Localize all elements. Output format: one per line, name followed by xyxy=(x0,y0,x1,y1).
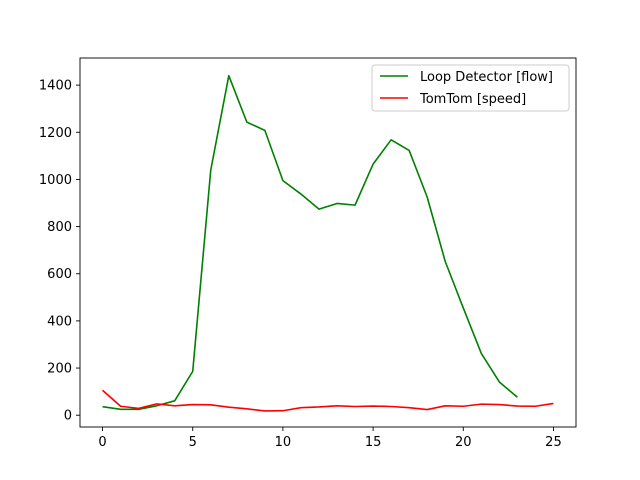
x-tick-label: 25 xyxy=(545,435,562,450)
y-tick-label: 1200 xyxy=(39,126,72,141)
x-tick-label: 20 xyxy=(455,435,472,450)
plot-lines xyxy=(102,74,554,412)
legend-label-1: TomTom [speed] xyxy=(419,92,526,107)
y-tick-label: 800 xyxy=(47,220,72,235)
x-tick-label: 10 xyxy=(275,435,292,450)
x-tick-label: 5 xyxy=(189,435,197,450)
y-tick-label: 0 xyxy=(64,409,72,424)
y-tick-label: 1400 xyxy=(39,79,72,94)
series-line-0 xyxy=(102,74,518,411)
legend-label-0: Loop Detector [flow] xyxy=(420,70,553,85)
y-tick-label: 600 xyxy=(47,267,72,282)
y-tick-label: 1000 xyxy=(39,173,72,188)
plot-frame xyxy=(79,57,577,428)
legend: Loop Detector [flow] TomTom [speed] xyxy=(371,64,570,112)
y-tick-label: 400 xyxy=(47,314,72,329)
x-tick-label: 15 xyxy=(365,435,382,450)
y-tick-label: 200 xyxy=(47,362,72,377)
series-line-1 xyxy=(102,389,554,412)
axes: 0 5 10 15 20 25 0 200 400 600 800 1000 1200 1400 xyxy=(39,57,577,450)
legend-box xyxy=(371,64,570,112)
x-tick-label: 0 xyxy=(98,435,106,450)
